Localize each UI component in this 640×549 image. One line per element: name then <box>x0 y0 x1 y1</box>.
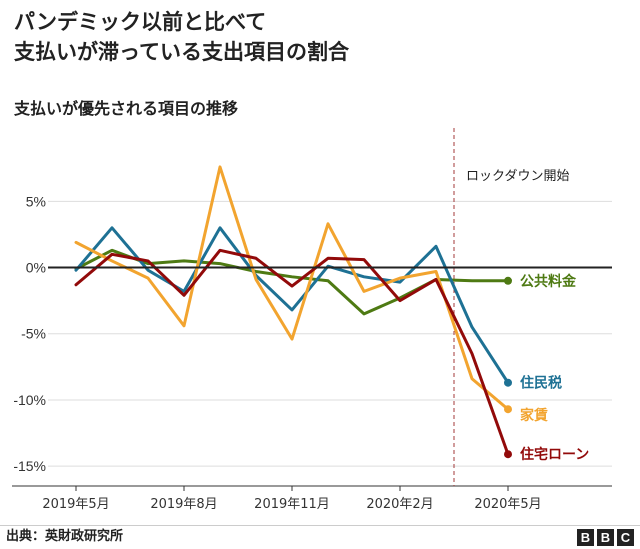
series-label: 家賃 <box>520 407 548 424</box>
bbc-logo-letter: B <box>597 529 614 546</box>
bbc-logo: B B C <box>577 529 634 546</box>
chart-title-line-1: パンデミック以前と比べて <box>14 10 267 34</box>
x-tick-label: 2019年8月 <box>150 497 217 512</box>
y-tick-label: 5% <box>26 193 46 209</box>
y-tick-label: 0% <box>26 260 46 276</box>
series-line-2 <box>74 226 510 385</box>
series-end-marker <box>504 276 512 285</box>
series-line-3 <box>74 165 510 411</box>
series-end-marker <box>504 450 512 459</box>
lockdown-annotation: ロックダウン開始 <box>466 169 569 184</box>
x-tick-label: 2019年11月 <box>254 497 330 512</box>
x-tick-label: 2020年2月 <box>366 497 433 512</box>
chart-title-line-2: 支払いが滞っている支出項目の割合 <box>14 40 349 64</box>
footer-divider <box>0 525 640 526</box>
series-end-marker <box>504 378 512 387</box>
series-label: 住宅ローン <box>520 446 589 463</box>
bbc-logo-letter: C <box>617 529 634 546</box>
series-label: 住民税 <box>520 375 562 392</box>
x-tick-label: 2019年5月 <box>42 497 109 512</box>
series-end-marker <box>504 405 512 414</box>
x-tick-label: 2020年5月 <box>474 497 541 512</box>
series-label: 公共料金 <box>520 273 577 290</box>
source-credit: 出典：英財政研究所 <box>6 529 124 544</box>
chart-subtitle: 支払いが優先される項目の推移 <box>14 99 239 118</box>
bbc-logo-letter: B <box>577 529 594 546</box>
footer: 出典：英財政研究所 B B C <box>0 525 640 549</box>
series-line-4 <box>74 248 510 456</box>
y-tick-label: -10% <box>13 392 46 408</box>
y-tick-label: -5% <box>21 326 46 342</box>
y-tick-label: -15% <box>13 458 46 474</box>
